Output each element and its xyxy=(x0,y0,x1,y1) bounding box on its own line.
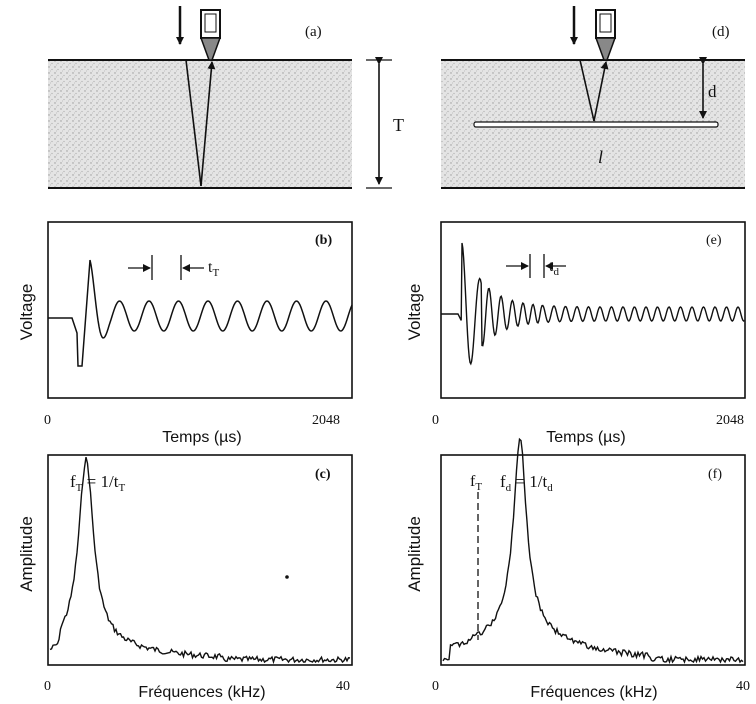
signal-e-line xyxy=(441,242,745,366)
ray-a-down xyxy=(185,59,202,187)
xlabel-e: Temps (µs) xyxy=(546,429,625,446)
panel-e-plot: (e) td Voltage 0 2048 Temps (µs) xyxy=(405,221,746,446)
plot-f-frame xyxy=(440,454,746,666)
transducer-d-icon xyxy=(594,9,617,61)
ylabel-e: Voltage xyxy=(405,284,424,341)
panel-c-plot: (c) fT = 1/tT Amplitude 0 40 Fréquences … xyxy=(17,454,353,701)
panel-b-plot: (b) tT Voltage 0 2048 Temps (µs) xyxy=(17,221,353,446)
panel-f-label: (f) xyxy=(708,467,722,482)
formula-c: fT = 1/tT xyxy=(70,472,125,494)
x-tick-max-f: 40 xyxy=(736,679,750,694)
speck-c xyxy=(285,575,289,579)
panel-d-label: (d) xyxy=(712,24,730,40)
thickness-label: T xyxy=(393,115,404,135)
x-tick-0-c: 0 xyxy=(44,679,51,694)
plot-c-frame xyxy=(47,454,353,666)
delamination-defect xyxy=(473,121,719,128)
ylabel-b: Voltage xyxy=(17,284,36,341)
panel-b-label: (b) xyxy=(315,233,332,248)
plot-b-frame xyxy=(47,221,353,399)
plot-e-frame xyxy=(440,221,746,399)
ylabel-c: Amplitude xyxy=(17,516,36,592)
plate-a xyxy=(48,60,352,188)
period-label-e: td xyxy=(549,258,559,278)
x-tick-0-b: 0 xyxy=(44,413,51,428)
transducer-a-icon xyxy=(199,9,222,61)
formula-f: fd = 1/td xyxy=(500,472,553,494)
signal-b-line xyxy=(48,259,353,367)
period-label-b: tT xyxy=(208,259,219,279)
xlabel-c: Fréquences (kHz) xyxy=(138,684,265,701)
x-tick-0-f: 0 xyxy=(432,679,439,694)
x-tick-max-c: 40 xyxy=(336,679,350,694)
fT-marker-label: fT xyxy=(470,473,482,493)
x-tick-max-b: 2048 xyxy=(312,413,340,428)
ray-d-down xyxy=(579,59,595,122)
spectrum-c-line xyxy=(49,456,351,665)
panel-a-schematic: T (a) xyxy=(48,6,404,189)
xlabel-b: Temps (µs) xyxy=(162,429,241,446)
panel-d-schematic: d l (d) xyxy=(441,6,745,189)
panel-a-label: (a) xyxy=(305,24,322,40)
xlabel-f: Fréquences (kHz) xyxy=(530,684,657,701)
ray-a-up xyxy=(200,61,216,187)
ray-d-up xyxy=(593,61,609,122)
depth-label: d xyxy=(708,82,717,101)
x-tick-0-e: 0 xyxy=(432,413,439,428)
spectrum-f-line xyxy=(442,437,744,665)
panel-f-plot: fT fd = 1/td (f) Amplitude 0 40 Fréquenc… xyxy=(405,437,750,701)
panel-e-label: (e) xyxy=(706,233,722,248)
ylabel-f: Amplitude xyxy=(405,516,424,592)
defect-label: l xyxy=(598,147,603,167)
panel-c-label: (c) xyxy=(315,467,331,482)
x-tick-max-e: 2048 xyxy=(716,413,744,428)
